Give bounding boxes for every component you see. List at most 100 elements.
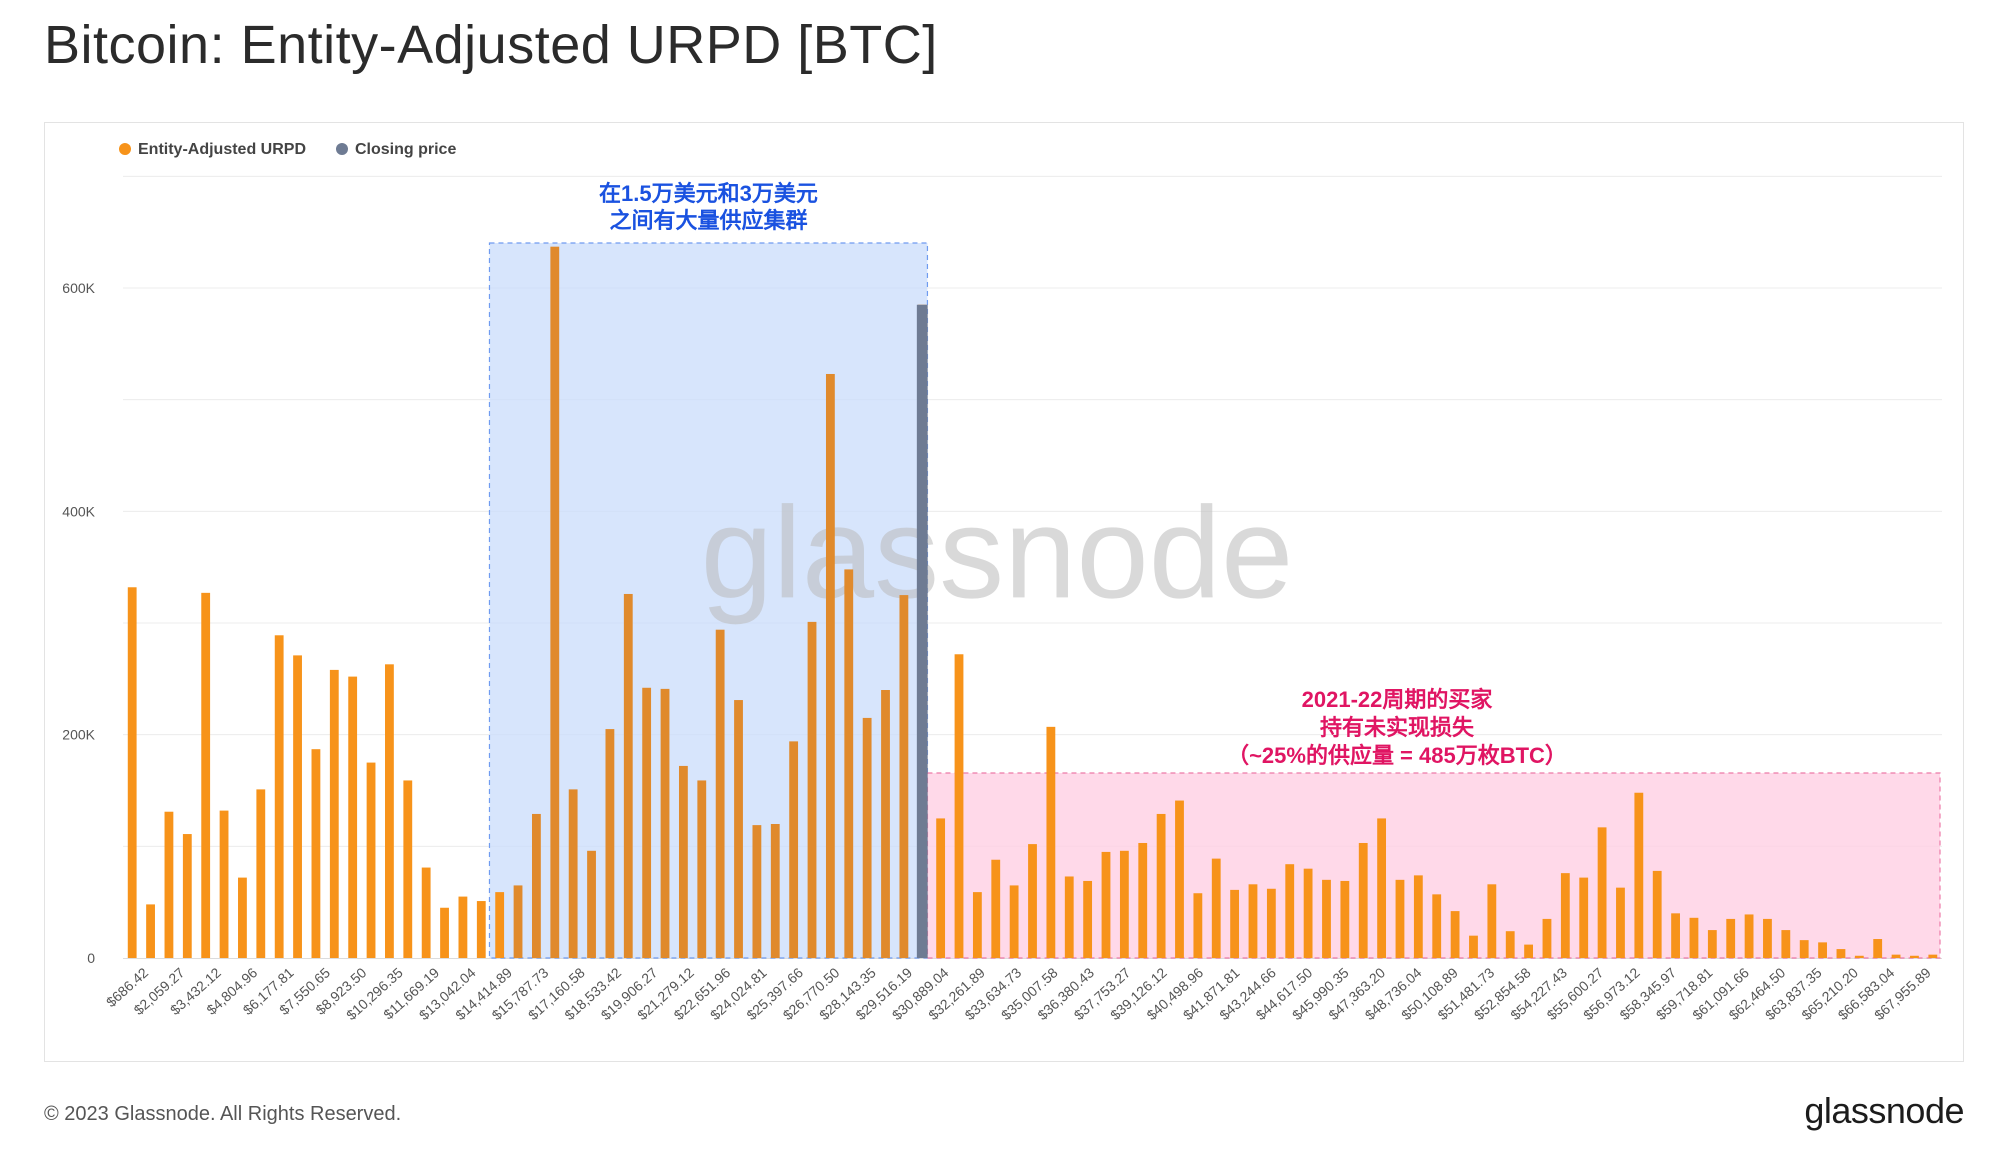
urpd-bar (1450, 911, 1460, 958)
urpd-bar (1175, 800, 1184, 958)
urpd-bar (1597, 827, 1607, 958)
glassnode-logo: glassnode (1804, 1090, 1964, 1131)
annotation-pink-line: 2021-22周期的买家 (1302, 687, 1494, 712)
urpd-bar (1156, 813, 1166, 958)
grid-lines (123, 175, 1942, 959)
urpd-bar (1119, 850, 1129, 958)
urpd-bar (1009, 885, 1019, 958)
urpd-bar (587, 850, 596, 958)
urpd-bar (660, 688, 670, 958)
urpd-bar (991, 859, 1001, 958)
urpd-bar (238, 877, 247, 958)
urpd-bar (550, 246, 560, 958)
urpd-bar (182, 834, 192, 958)
urpd-bar (1854, 955, 1864, 958)
urpd-bar (329, 669, 339, 958)
urpd-bar (1487, 884, 1497, 958)
copyright: © 2023 Glassnode. All Rights Reserved. (44, 1103, 402, 1125)
annotation-blue-line: 在1.5万美元和3万美元 (599, 181, 818, 206)
urpd-bar (1579, 877, 1589, 958)
urpd-bar (274, 635, 284, 958)
urpd-bar (127, 587, 137, 958)
urpd-bar (146, 904, 155, 958)
urpd-bar (164, 811, 174, 958)
urpd-bar (513, 885, 523, 958)
highlight-regions (488, 242, 1941, 959)
legend-urpd-marker (119, 143, 131, 155)
legend-closing-marker (336, 143, 348, 155)
urpd-bar (844, 569, 854, 958)
urpd-bar (1744, 914, 1754, 958)
urpd-bar (311, 749, 321, 958)
urpd-bar (1928, 954, 1938, 958)
urpd-bar (623, 593, 633, 958)
chart-panel: glassnode 0 200K 400K 600K $686.42 $2,059.27… (44, 122, 1964, 1062)
y-tick-label: 0 (87, 950, 95, 966)
legend-closing-label: Closing price (355, 141, 456, 158)
urpd-bar (734, 700, 743, 958)
urpd-bar (1891, 954, 1901, 958)
urpd-bar (1689, 917, 1699, 958)
urpd-bar (789, 741, 799, 958)
urpd-bar (1028, 844, 1037, 958)
urpd-bar (385, 664, 394, 958)
urpd-bar (366, 762, 376, 958)
urpd-chart: glassnode 0 200K 400K 600K $686.42$2,059.27… (62, 141, 1942, 1023)
urpd-bar (1469, 935, 1478, 958)
urpd-bar (1046, 726, 1056, 958)
urpd-bar (1230, 889, 1240, 958)
urpd-bar (1377, 818, 1387, 958)
urpd-bar (1340, 880, 1350, 958)
urpd-bar (1652, 870, 1662, 958)
urpd-bar (1671, 913, 1680, 958)
urpd-bar (899, 595, 909, 958)
urpd-bar (201, 592, 211, 958)
urpd-bar (1303, 868, 1313, 958)
urpd-bar (476, 901, 486, 958)
urpd-bar (1505, 931, 1515, 958)
urpd-bar (678, 765, 688, 958)
urpd-bar (1138, 842, 1148, 958)
urpd-bar (972, 892, 982, 958)
urpd-bar (1781, 930, 1791, 958)
urpd-bar (1413, 875, 1423, 958)
urpd-bar (1616, 887, 1625, 958)
urpd-bar (1542, 918, 1552, 958)
urpd-bar (1707, 930, 1717, 958)
urpd-bar (697, 780, 707, 958)
urpd-bar (642, 687, 652, 958)
urpd-bar (752, 825, 762, 958)
urpd-bar (1836, 949, 1846, 958)
urpd-bar (605, 729, 615, 958)
annotation-blue-line: 之间有大量供应集群 (609, 208, 807, 233)
urpd-bar (1101, 851, 1111, 958)
urpd-bar (256, 789, 266, 958)
y-tick-label: 600K (62, 280, 95, 296)
y-tick-label: 200K (62, 727, 95, 743)
urpd-bar (1634, 792, 1644, 958)
legend: Entity-Adjusted URPD Closing price (119, 141, 456, 158)
urpd-bar (1285, 864, 1295, 958)
page-title: Bitcoin: Entity-Adjusted URPD [BTC] (44, 15, 938, 75)
urpd-bar (403, 780, 413, 958)
urpd-bar (1560, 873, 1570, 958)
bars (127, 246, 1938, 958)
urpd-bar (458, 896, 468, 958)
annotation-pink-line: 持有未实现损失 (1320, 715, 1475, 740)
urpd-bar (936, 818, 946, 958)
x-axis: $686.42$2,059.27$3,432.12$4,804.96$6,177… (103, 964, 1934, 1023)
urpd-bar (1818, 942, 1827, 958)
urpd-bar (862, 717, 872, 958)
highlight-blue-region (488, 242, 929, 959)
y-tick-label: 400K (62, 503, 95, 519)
urpd-bar (1432, 894, 1442, 958)
urpd-bar (1726, 918, 1736, 958)
urpd-bar (1524, 944, 1534, 958)
urpd-bar (1193, 893, 1203, 958)
urpd-bar (1266, 888, 1276, 958)
watermark: glassnode (701, 479, 1294, 625)
urpd-bar (219, 810, 229, 958)
urpd-bar (954, 654, 964, 958)
